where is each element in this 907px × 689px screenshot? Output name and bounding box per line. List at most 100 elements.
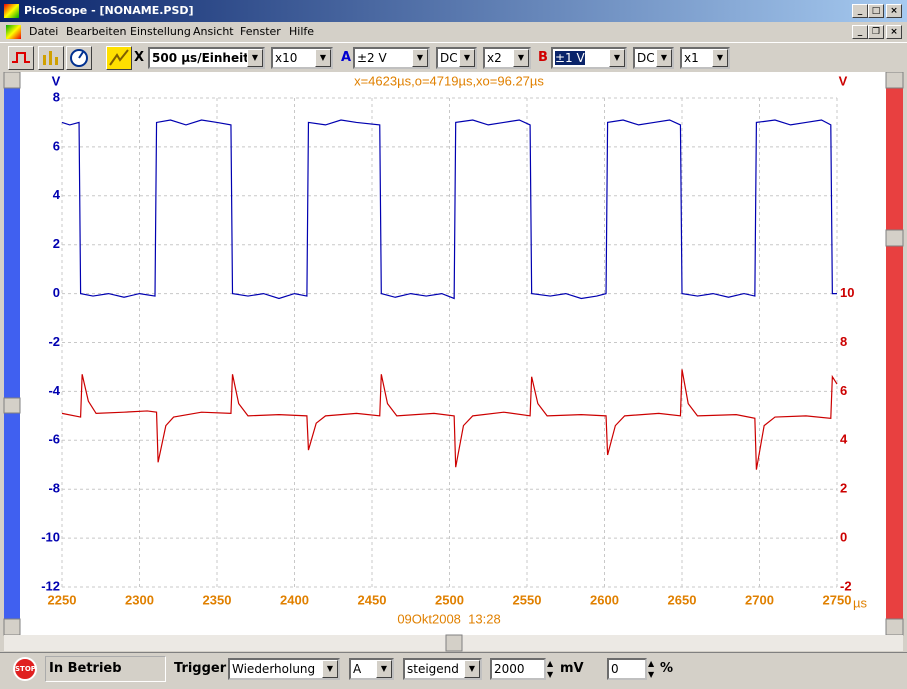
scroll-up[interactable] <box>3 72 21 89</box>
select-value: Wiederholung <box>232 662 316 676</box>
delay-unit: % <box>660 661 674 676</box>
select-value: DC <box>637 51 655 65</box>
toolbar: X 500 µs/Einheit ▼ x10 ▼ A ±2 V ▼ DC ▼ x2 ▼ B… <box>0 42 907 72</box>
x-tick-label: 2750 <box>823 592 852 607</box>
timebase-select[interactable]: 500 µs/Einheit ▼ <box>148 47 265 69</box>
icon <box>12 52 30 63</box>
scroll-thumb[interactable] <box>3 397 21 414</box>
child-close[interactable]: × <box>886 25 902 39</box>
channel-a-scrollbar[interactable] <box>4 72 20 635</box>
x-tick-label: 2700 <box>745 592 774 607</box>
run-state: In Betrieb <box>45 656 166 682</box>
y-tick-label: 6 <box>53 138 60 153</box>
dropdown-arrow: ▼ <box>464 660 480 678</box>
timestamp: 09Okt2008 13:28 <box>397 611 500 626</box>
dropdown-arrow: ▼ <box>315 49 331 67</box>
y2-tick-label: 0 <box>840 530 847 545</box>
y2-tick-label: 10 <box>840 285 854 300</box>
scope-chart: x=4623µs,o=4719µs,xo=96.27µs 09Okt2008 1… <box>3 72 904 652</box>
title-bar: PicoScope - [NONAME.PSD] <box>0 0 907 22</box>
y2-tick-label: 8 <box>840 334 847 349</box>
dropdown-arrow: ▼ <box>412 49 428 67</box>
select-value: ±2 V <box>357 51 387 65</box>
y-tick-label: 4 <box>53 187 61 202</box>
x-tick-label: 2300 <box>125 592 154 607</box>
select-value: A <box>353 662 362 676</box>
minimize-button[interactable]: _ <box>852 4 868 18</box>
threshold-unit: mV <box>560 661 584 676</box>
doc-icon <box>6 25 21 39</box>
stop-button[interactable]: STOP <box>13 657 37 681</box>
trigger-label: Trigger <box>174 661 227 676</box>
input-value: 2000 <box>494 662 525 676</box>
gain-b-select[interactable]: x1 ▼ <box>680 47 730 69</box>
range-b-select[interactable]: ±1 V ▼ <box>551 47 627 69</box>
select-value: DC <box>440 51 458 65</box>
icon <box>43 51 58 65</box>
close-button[interactable]: × <box>886 4 902 18</box>
trace <box>61 119 837 300</box>
threshold-input[interactable]: 2000 <box>490 658 546 680</box>
plot-background <box>20 72 886 635</box>
menu-item[interactable]: Ansicht <box>193 25 234 38</box>
menu-item[interactable]: Bearbeiten <box>66 25 127 38</box>
scroll-down[interactable] <box>885 618 904 636</box>
gain-a-select[interactable]: x2 ▼ <box>483 47 531 69</box>
x-tick-label: 2500 <box>435 592 464 607</box>
y2-tick-label: -2 <box>840 578 852 593</box>
child-restore[interactable]: ❐ <box>868 25 884 39</box>
delay-input[interactable]: 0 <box>607 658 647 680</box>
child-minimize[interactable]: _ <box>852 25 868 39</box>
x-tick-label: 2600 <box>590 592 619 607</box>
x-axis-label: µs <box>853 595 867 610</box>
y2-axis-label: V <box>839 73 848 88</box>
y-tick-label: 2 <box>53 236 60 251</box>
window-title: PicoScope - [NONAME.PSD] <box>24 4 194 17</box>
select-value: ±1 V <box>555 51 585 65</box>
scroll-thumb[interactable] <box>885 229 904 247</box>
maximize-button[interactable]: □ <box>868 4 884 18</box>
state-text: In Betrieb <box>49 661 122 676</box>
spinner[interactable]: ▲ ▼ <box>547 659 554 679</box>
dropdown-arrow: ▼ <box>609 49 625 67</box>
app-icon <box>4 4 19 18</box>
trace <box>61 369 838 470</box>
dropdown-arrow: ▼ <box>712 49 728 67</box>
y-tick-label: -8 <box>48 481 60 496</box>
menu-item[interactable]: Datei <box>29 25 59 38</box>
x-label: X <box>134 50 145 65</box>
y-tick-label: -10 <box>41 530 60 545</box>
tool-button[interactable] <box>106 46 132 70</box>
scroll-down[interactable] <box>3 618 21 636</box>
zoom-select[interactable]: x10 ▼ <box>271 47 333 69</box>
menu-item[interactable]: Fenster <box>240 25 281 38</box>
tool-button[interactable] <box>38 46 64 70</box>
x-tick-label: 2400 <box>280 592 309 607</box>
trigger-edge-select[interactable]: steigend ▼ <box>403 658 482 680</box>
y-axis-label: V <box>52 73 61 88</box>
trigger-mode-select[interactable]: Wiederholung ▼ <box>228 658 340 680</box>
channel-a-label: A <box>341 50 352 65</box>
trigger-channel-select[interactable]: A ▼ <box>349 658 394 680</box>
spinner[interactable]: ▲ ▼ <box>648 659 655 679</box>
y2-tick-label: 2 <box>840 481 847 496</box>
tool-button[interactable] <box>8 46 34 70</box>
select-value: steigend <box>407 662 459 676</box>
input-value: 0 <box>611 662 619 676</box>
scroll-up[interactable] <box>885 72 904 89</box>
coupling-b-select[interactable]: DC ▼ <box>633 47 674 69</box>
x-tick-label: 2650 <box>668 592 697 607</box>
y-tick-label: -6 <box>48 432 60 447</box>
menu-item[interactable]: Hilfe <box>289 25 315 38</box>
range-a-select[interactable]: ±2 V ▼ <box>353 47 430 69</box>
channel-b-scrollbar[interactable] <box>886 72 903 635</box>
scroll-thumb[interactable] <box>445 634 463 652</box>
tool-button[interactable] <box>66 46 92 70</box>
menu-item[interactable]: Einstellung <box>130 25 191 38</box>
coupling-a-select[interactable]: DC ▼ <box>436 47 477 69</box>
x-tick-label: 2350 <box>203 592 232 607</box>
y-tick-label: -2 <box>48 334 60 349</box>
y2-tick-label: 6 <box>840 383 847 398</box>
dropdown-arrow: ▼ <box>247 49 263 67</box>
